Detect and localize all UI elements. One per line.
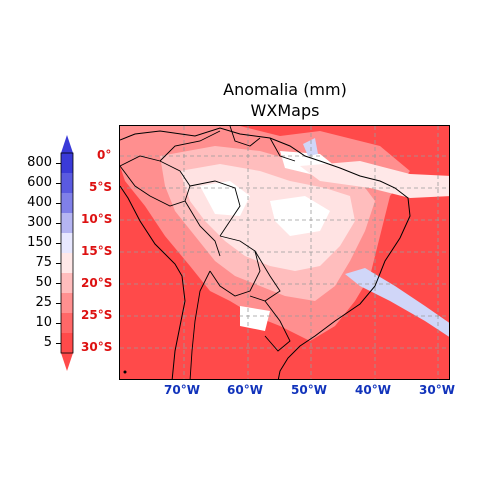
colorbar-tick	[56, 343, 61, 344]
pacific-coastline	[120, 185, 186, 379]
colorbar-extend-top	[61, 135, 73, 153]
colorbar-tick	[56, 303, 61, 304]
lat-label-20s: 20°S	[81, 276, 113, 290]
colorbar-label: 400	[27, 195, 52, 210]
lat-label-5s: 5°S	[89, 180, 112, 194]
country-borders	[120, 126, 296, 379]
colorbar-tick	[56, 183, 61, 184]
lon-label-50w: 50°W	[291, 383, 327, 397]
lat-label-15s: 15°S	[81, 244, 113, 258]
colorbar-label: 75	[35, 255, 52, 270]
colorbar-tick	[56, 163, 61, 164]
colorbar-segment	[61, 173, 73, 194]
colorbar-label: 600	[27, 175, 52, 190]
gridlines	[120, 126, 449, 379]
lon-label-70w: 70°W	[164, 383, 200, 397]
colorbar-segment	[61, 153, 73, 174]
colorbar-tick	[56, 283, 61, 284]
anomaly-field-white-patch-2	[270, 196, 330, 236]
colorbar-label: 25	[35, 295, 52, 310]
colorbar-tick	[56, 223, 61, 224]
colorbar-segment	[61, 313, 73, 334]
colorbar-tick	[56, 263, 61, 264]
colorbar-segment	[61, 273, 73, 294]
lon-label-30w: 30°W	[419, 383, 455, 397]
colorbar-tick	[56, 243, 61, 244]
anomaly-field-white-patch-1	[200, 181, 250, 216]
colorbar-tick	[56, 323, 61, 324]
lat-label-0: 0°	[97, 148, 112, 162]
colorbar-segment	[61, 213, 73, 234]
lon-label-40w: 40°W	[355, 383, 391, 397]
anomaly-field-white-patch-4	[240, 306, 270, 331]
colorbar-label: 10	[35, 315, 52, 330]
colorbar-label: 300	[27, 215, 52, 230]
colorbar-segment	[61, 233, 73, 254]
colorbar-tick	[56, 203, 61, 204]
colorbar-label: 150	[27, 235, 52, 250]
colorbar-segment	[61, 253, 73, 274]
positive-anomaly-streak-east	[345, 268, 449, 337]
colorbar-label: 50	[35, 275, 52, 290]
lat-label-30s: 30°S	[81, 340, 113, 354]
colorbar	[60, 135, 74, 371]
island-marker	[123, 370, 127, 374]
colorbar-extend-bottom	[61, 353, 73, 371]
positive-anomaly-north	[303, 138, 318, 156]
lat-label-25s: 25°S	[81, 308, 113, 322]
colorbar-segment	[61, 293, 73, 314]
coastline	[120, 127, 411, 379]
anomaly-map	[120, 126, 449, 379]
colorbar-label: 5	[43, 335, 52, 350]
map-subtitle: WXMaps	[250, 101, 320, 120]
colorbar-label: 800	[27, 155, 52, 170]
map-panel	[119, 125, 450, 380]
map-title: Anomalia (mm)	[223, 80, 347, 99]
colorbar-segment	[61, 193, 73, 214]
colorbar-segment	[61, 333, 73, 354]
lon-label-60w: 60°W	[227, 383, 263, 397]
lat-label-10s: 10°S	[81, 212, 113, 226]
